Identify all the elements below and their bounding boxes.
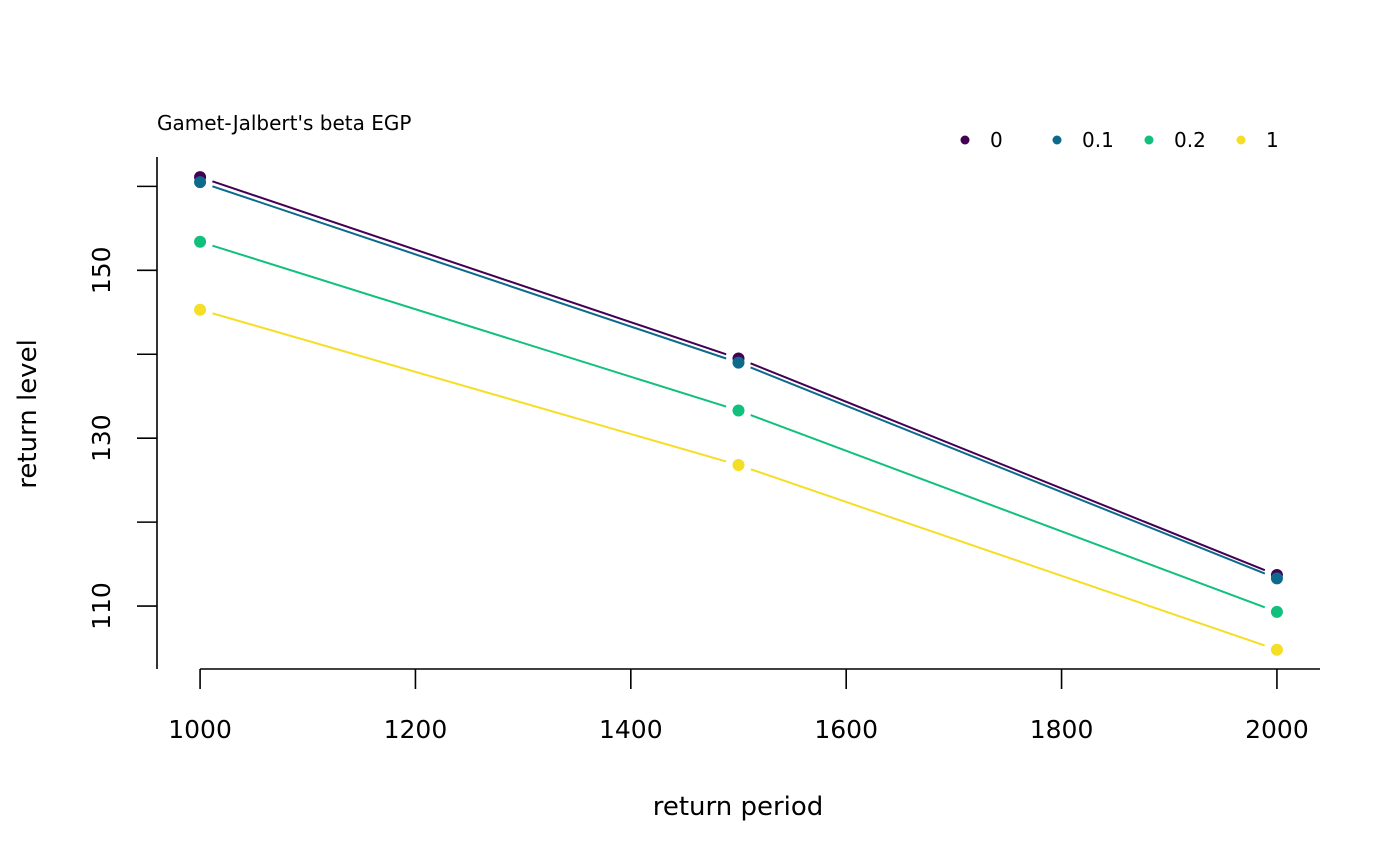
chart-title: Gamet-Jalbert's beta EGP <box>157 111 411 135</box>
data-point-1 <box>1270 643 1283 656</box>
x-axis-title: return period <box>653 792 824 822</box>
series-line-0 <box>212 180 727 356</box>
data-point-0.1 <box>1270 572 1283 585</box>
data-point-1 <box>732 459 745 472</box>
legend-marker-0.1 <box>1052 135 1062 145</box>
series-line-1 <box>750 468 1265 647</box>
x-tick-label: 1000 <box>168 715 232 744</box>
series-line-0.1 <box>750 366 1266 575</box>
y-tick-label: 110 <box>87 582 116 630</box>
x-tick-label: 2000 <box>1245 715 1309 744</box>
x-tick-label: 1800 <box>1030 715 1094 744</box>
y-axis: 110 130 150 <box>87 157 158 669</box>
series-line-1 <box>212 312 727 463</box>
legend: 0 0.1 0.2 1 <box>960 128 1279 152</box>
data-point-0.1 <box>194 176 207 189</box>
legend-marker-0.2 <box>1144 135 1154 145</box>
legend-label-0.2: 0.2 <box>1174 128 1206 152</box>
series-line-0.2 <box>212 244 727 408</box>
plot-area <box>194 171 1283 656</box>
y-axis-title: return level <box>13 339 43 489</box>
x-tick-label: 1600 <box>814 715 878 744</box>
series-line-0.1 <box>212 185 727 360</box>
x-tick-label: 1400 <box>599 715 663 744</box>
y-tick-label: 150 <box>87 246 116 294</box>
legend-label-0.1: 0.1 <box>1082 128 1114 152</box>
legend-marker-1 <box>1236 135 1246 145</box>
data-point-0.2 <box>194 235 207 248</box>
legend-label-1: 1 <box>1266 128 1279 152</box>
y-tick-label: 130 <box>87 414 116 462</box>
legend-label-0: 0 <box>990 128 1003 152</box>
x-axis: 1000 1200 1400 1600 1800 2000 <box>168 668 1320 744</box>
x-tick-label: 1200 <box>384 715 448 744</box>
data-point-0.2 <box>732 404 745 417</box>
data-point-0.1 <box>732 356 745 369</box>
data-point-0.2 <box>1270 605 1283 618</box>
data-point-1 <box>194 303 207 316</box>
legend-marker-0 <box>960 135 970 145</box>
series-line-0.2 <box>750 414 1266 609</box>
series-line-0 <box>750 362 1266 572</box>
